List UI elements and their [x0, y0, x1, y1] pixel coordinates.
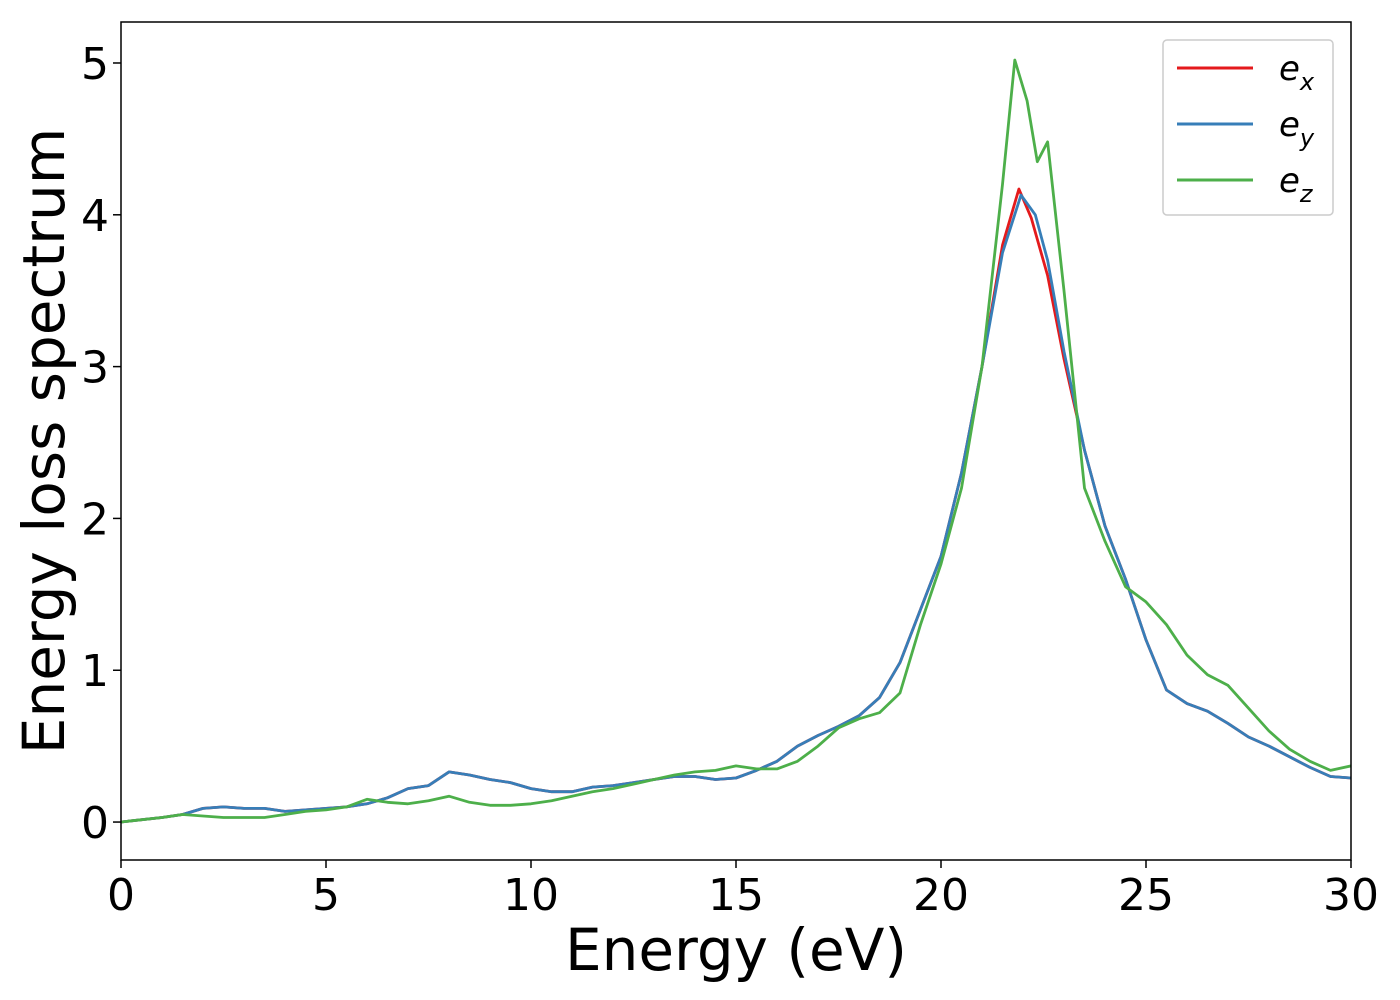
legend-label-main: e — [1279, 161, 1300, 201]
x-axis-label: Energy (eV) — [565, 916, 907, 984]
legend-label: ex — [1279, 49, 1315, 96]
y-axis-label: Energy loss spectrum — [10, 128, 78, 754]
y-tick-label: 3 — [81, 343, 109, 394]
legend-label-subscript: x — [1299, 68, 1315, 96]
legend-label-main: e — [1279, 105, 1300, 145]
legend-label: ez — [1279, 161, 1314, 208]
y-tick-label: 2 — [81, 494, 109, 545]
legend-label-subscript: z — [1299, 180, 1314, 208]
series-line-ex — [121, 187, 1351, 824]
x-tick-label: 10 — [503, 870, 559, 921]
legend-box — [1162, 39, 1334, 216]
legend-label: ey — [1279, 105, 1315, 152]
y-tick-label: 1 — [81, 646, 109, 697]
series-line-ey — [121, 193, 1351, 824]
y-tick-label: 0 — [81, 798, 109, 849]
x-tick-label: 25 — [1118, 870, 1174, 921]
legend-label-main: e — [1279, 49, 1300, 89]
series-line-ez — [121, 58, 1351, 824]
x-tick-label: 15 — [708, 870, 764, 921]
legend-label-subscript: y — [1299, 124, 1315, 152]
x-tick-label: 30 — [1323, 870, 1379, 921]
x-tick-label: 0 — [107, 870, 135, 921]
x-tick-label: 5 — [312, 870, 340, 921]
x-tick-label: 20 — [913, 870, 969, 921]
y-tick-label: 5 — [81, 39, 109, 90]
y-tick-label: 4 — [81, 191, 109, 242]
